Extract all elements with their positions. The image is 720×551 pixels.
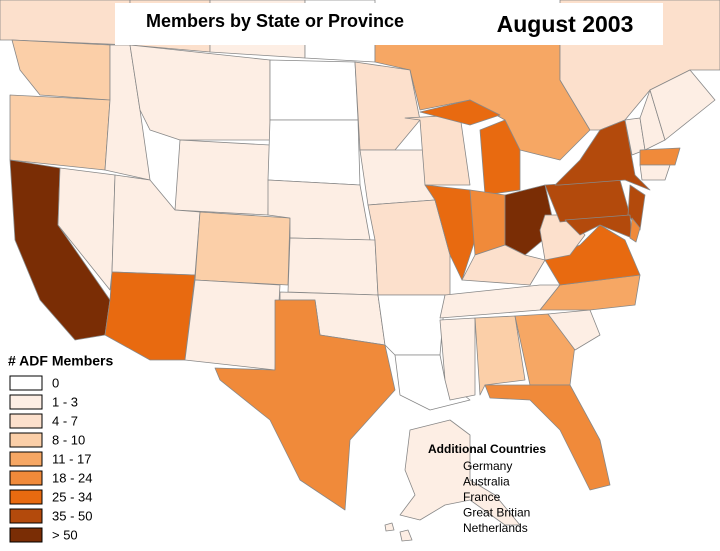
region (469, 189, 506, 256)
legend-swatch (9, 375, 43, 391)
region (214, 299, 396, 511)
region (419, 99, 501, 126)
country-name: Great Britian (463, 506, 530, 520)
region (367, 199, 451, 296)
additional-title: Additional Countries (428, 442, 546, 456)
region (384, 522, 395, 532)
legend-label: 35 - 50 (52, 508, 92, 523)
region (184, 279, 281, 371)
legend-label: 0 (52, 375, 59, 390)
legend-swatch (9, 527, 43, 543)
region (11, 39, 111, 101)
region (461, 244, 546, 286)
region (539, 274, 641, 311)
region (377, 294, 446, 356)
legend-label: 11 - 17 (52, 451, 92, 466)
country-name: France (463, 490, 501, 504)
region (9, 94, 111, 171)
title-box (115, 3, 663, 45)
legend-label: > 50 (52, 527, 78, 542)
region (287, 237, 379, 296)
region (484, 384, 611, 491)
region (639, 164, 671, 181)
region (174, 139, 271, 216)
region (0, 0, 131, 46)
region (267, 119, 361, 186)
legend-swatch (9, 394, 43, 410)
region (354, 61, 421, 151)
region (399, 419, 521, 526)
region (439, 317, 476, 401)
region (514, 313, 576, 386)
country-name: Australia (463, 475, 510, 489)
legend-swatch (9, 413, 43, 429)
legend: 0 1 - 3 4 - 7 8 - 10 11 - 17 18 - 24 25 - 34 35… (9, 375, 92, 543)
region (629, 217, 641, 243)
legend-label: 8 - 10 (52, 432, 85, 447)
region (479, 119, 521, 196)
legend-swatch (9, 451, 43, 467)
legend-label: 1 - 3 (52, 394, 78, 409)
region (649, 69, 716, 141)
region (564, 214, 633, 239)
region (269, 59, 359, 121)
region (547, 309, 601, 351)
country-name: Netherlands (463, 521, 528, 535)
legend-swatch (9, 508, 43, 524)
legend-title: # ADF Members (8, 353, 114, 369)
region (399, 529, 413, 542)
legend-label: 25 - 34 (52, 489, 92, 504)
legend-swatch (9, 432, 43, 448)
region (129, 44, 271, 141)
region (104, 271, 196, 361)
legend-swatch (9, 470, 43, 486)
map-title: Members by State or Province (146, 11, 404, 31)
region (439, 284, 561, 319)
region (544, 224, 641, 286)
legend-label: 18 - 24 (52, 470, 92, 485)
region (474, 315, 526, 396)
legend-label: 4 - 7 (52, 413, 78, 428)
region (194, 211, 291, 286)
country-name: Germany (463, 459, 512, 473)
region (639, 147, 681, 166)
map-date: August 2003 (497, 11, 634, 37)
region (554, 119, 651, 191)
legend-swatch (9, 489, 43, 505)
